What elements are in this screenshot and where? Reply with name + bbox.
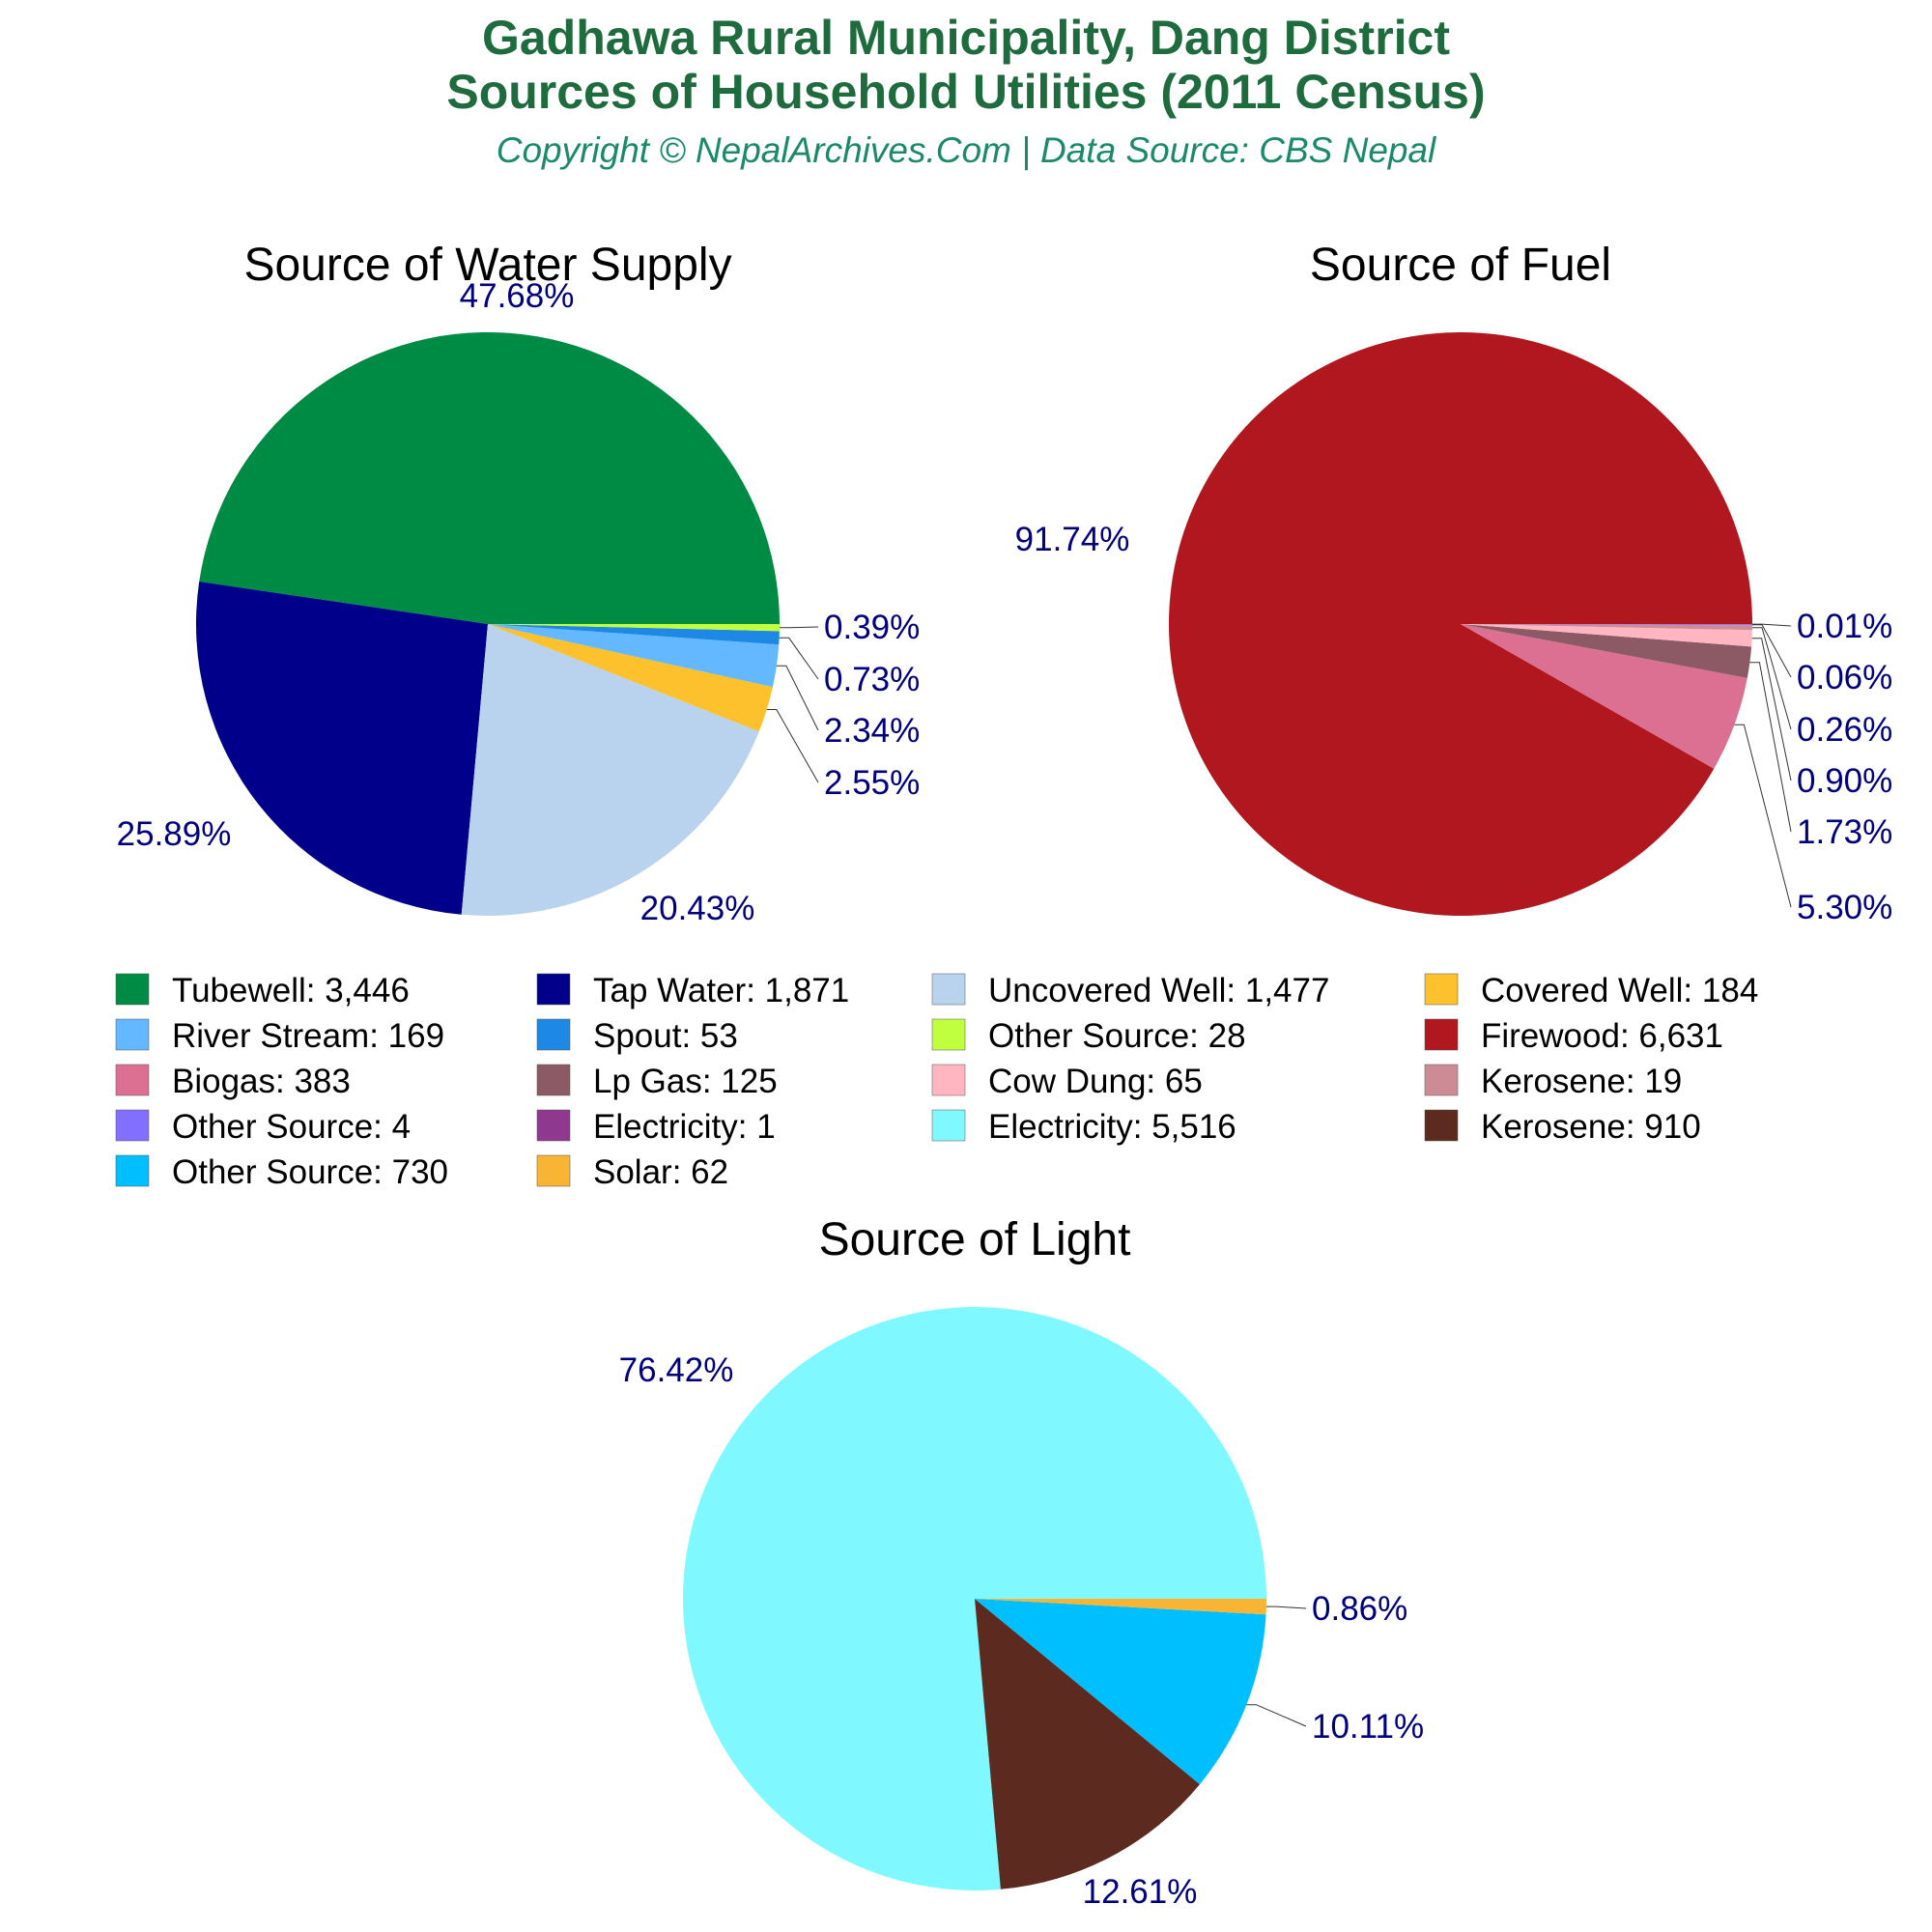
slice-percent-label: 76.42% bbox=[619, 1351, 734, 1389]
legend-swatch bbox=[931, 1018, 966, 1051]
legend-item-label: Firewood: 6,631 bbox=[1481, 1017, 1723, 1055]
pie-slice bbox=[975, 1599, 1266, 1615]
slice-percent-label: 5.30% bbox=[1797, 889, 1892, 926]
pie-slice bbox=[195, 582, 489, 915]
pie-slice bbox=[975, 1599, 1201, 1889]
legend-swatch bbox=[1424, 1018, 1459, 1051]
pie-slice bbox=[1461, 624, 1752, 647]
legend-item-label: Tap Water: 1,871 bbox=[593, 972, 849, 1009]
legend-swatch bbox=[1424, 973, 1459, 1006]
legend-item-label: Other Source: 730 bbox=[172, 1153, 448, 1191]
slice-percent-label: 91.74% bbox=[1015, 521, 1130, 558]
leader-line bbox=[1734, 724, 1792, 908]
slice-percent-label: 1.73% bbox=[1797, 813, 1892, 851]
slice-percent-label: 0.26% bbox=[1797, 711, 1892, 749]
legend-item-label: Lp Gas: 125 bbox=[593, 1063, 778, 1100]
legend-item-label: Tubewell: 3,446 bbox=[172, 972, 410, 1009]
slice-percent-label: 2.55% bbox=[824, 764, 920, 802]
slice-percent-label: 2.34% bbox=[824, 712, 920, 750]
legend-item-label: Electricity: 5,516 bbox=[988, 1108, 1236, 1146]
pie-title: Source of Light bbox=[819, 1214, 1131, 1265]
legend-item-label: Biogas: 383 bbox=[172, 1063, 351, 1100]
legend-swatch bbox=[115, 1154, 150, 1187]
leader-line bbox=[780, 626, 819, 629]
pie-slice bbox=[975, 1599, 1266, 1785]
legend-swatch bbox=[115, 973, 150, 1006]
pie-slice bbox=[199, 331, 780, 624]
pie-title: Source of Water Supply bbox=[243, 240, 731, 291]
legend-swatch bbox=[115, 1018, 150, 1051]
pie-title: Source of Fuel bbox=[1310, 240, 1611, 291]
leader-line bbox=[1749, 662, 1792, 833]
legend: Tubewell: 3,446 Tap Water: 1,871 Uncovered… bbox=[115, 972, 1758, 1191]
legend-swatch bbox=[536, 973, 571, 1006]
chart-title-line1: Gadhawa Rural Municipality, Dang Distric… bbox=[482, 11, 1450, 65]
slice-percent-label: 47.68% bbox=[460, 277, 575, 315]
legend-item-label: Kerosene: 19 bbox=[1481, 1063, 1682, 1100]
chart-title-line2: Sources of Household Utilities (2011 Cen… bbox=[446, 65, 1485, 119]
leader-line bbox=[1265, 1605, 1307, 1609]
legend-item-label: River Stream: 169 bbox=[172, 1017, 444, 1055]
legend-item-label: Solar: 62 bbox=[593, 1153, 728, 1191]
chart-subtitle: Copyright © NepalArchives.Com | Data Sou… bbox=[497, 130, 1437, 170]
legend-swatch bbox=[931, 1109, 966, 1142]
slice-percent-label: 0.06% bbox=[1797, 659, 1892, 696]
legend-swatch bbox=[536, 1154, 571, 1187]
pie-slice bbox=[488, 624, 780, 688]
slice-percent-label: 0.01% bbox=[1797, 608, 1892, 645]
slice-percent-label: 0.90% bbox=[1797, 762, 1892, 800]
legend-item-label: Other Source: 28 bbox=[988, 1017, 1246, 1055]
slice-percent-label: 12.61% bbox=[1083, 1873, 1198, 1911]
legend-swatch bbox=[536, 1018, 571, 1051]
legend-swatch bbox=[1424, 1109, 1459, 1142]
pie-slice bbox=[1461, 624, 1752, 631]
pie-slice bbox=[488, 624, 780, 645]
legend-swatch bbox=[931, 973, 966, 1006]
slice-percent-label: 0.86% bbox=[1312, 1590, 1407, 1628]
legend-swatch bbox=[536, 1109, 571, 1142]
leader-line bbox=[776, 665, 819, 731]
pie-slice bbox=[488, 624, 773, 732]
legend-swatch bbox=[931, 1064, 966, 1096]
pie-slice bbox=[1169, 332, 1752, 917]
legend-item-label: Spout: 53 bbox=[593, 1017, 738, 1055]
leader-line bbox=[1752, 623, 1792, 627]
legend-swatch bbox=[1424, 1064, 1459, 1096]
leader-line bbox=[1752, 624, 1792, 678]
leader-line bbox=[1751, 638, 1792, 781]
pie-slice bbox=[461, 624, 759, 917]
leader-line bbox=[766, 709, 819, 783]
leader-line bbox=[1246, 1704, 1307, 1727]
legend-swatch bbox=[115, 1064, 150, 1096]
slice-percent-label: 0.39% bbox=[824, 609, 920, 646]
slice-percent-label: 25.89% bbox=[117, 815, 232, 853]
leader-line bbox=[1752, 627, 1792, 730]
legend-swatch bbox=[115, 1109, 150, 1142]
leader-line bbox=[779, 637, 819, 680]
slice-percent-label: 10.11% bbox=[1312, 1708, 1424, 1746]
slice-percent-label: 20.43% bbox=[640, 890, 755, 927]
legend-item-label: Electricity: 1 bbox=[593, 1108, 776, 1146]
pie-slice bbox=[682, 1307, 1266, 1891]
legend-item-label: Uncovered Well: 1,477 bbox=[988, 972, 1329, 1009]
pie-fuel: Source of Fuel 91.74% 5.30% 1.73% 0.90% 0.26%… bbox=[1015, 240, 1893, 926]
pie-slice bbox=[1461, 624, 1747, 769]
legend-item-label: Covered Well: 184 bbox=[1481, 972, 1758, 1009]
legend-swatch bbox=[536, 1064, 571, 1096]
pie-slice bbox=[1461, 624, 1753, 626]
legend-item-label: Kerosene: 910 bbox=[1481, 1108, 1701, 1146]
pie-slice bbox=[1461, 624, 1752, 678]
legend-item-label: Cow Dung: 65 bbox=[988, 1063, 1203, 1100]
legend-item-label: Other Source: 4 bbox=[172, 1108, 411, 1146]
pie-light: Source of Light 76.42% 12.61% 10.11% 0.86% bbox=[619, 1214, 1424, 1911]
slice-percent-label: 0.73% bbox=[824, 661, 920, 698]
pie-slice bbox=[488, 624, 780, 632]
